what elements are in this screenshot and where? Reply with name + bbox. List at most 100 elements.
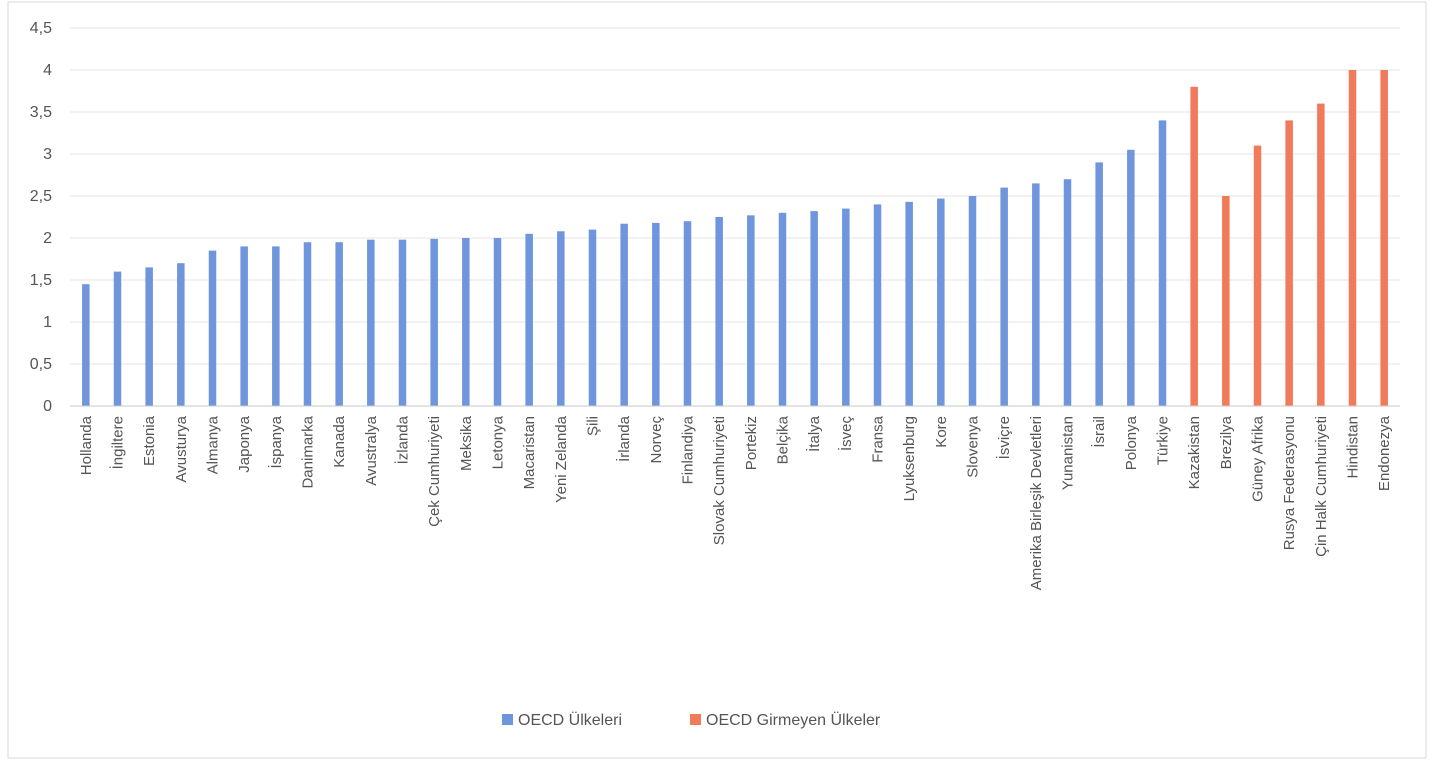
bar-oecd xyxy=(303,242,312,406)
bar-oecd xyxy=(778,212,787,406)
x-tick-label: Estonia xyxy=(141,415,158,466)
bar-oecd xyxy=(652,222,660,406)
x-tick-label: Amerika Birleşik Devletleri xyxy=(1028,416,1045,590)
bar-oecd xyxy=(588,229,597,406)
x-tick-label: Brezilya xyxy=(1218,415,1235,469)
bar-oecd xyxy=(1095,162,1103,406)
bar-non-oecd xyxy=(1190,86,1198,407)
x-tick-label: İzlanda xyxy=(394,415,412,464)
x-axis-ticks: Hollanda İngiltere Estonia Avusturya Almanya… xyxy=(78,415,1393,590)
x-tick-label: Polonya xyxy=(1123,415,1140,470)
x-tick-label: Kazakistan xyxy=(1186,416,1203,489)
bar-oecd xyxy=(747,215,755,406)
legend-label-non-oecd: OECD Girmeyen Ülkeler xyxy=(706,711,881,729)
x-tick-label: Çek Cumhuriyeti xyxy=(426,416,443,527)
x-tick-label: İspanya xyxy=(267,415,285,468)
bar-non-oecd xyxy=(1380,70,1388,406)
x-tick-label: Portekiz xyxy=(743,416,760,470)
legend-swatch-non-oecd xyxy=(690,714,701,725)
gridlines xyxy=(70,27,1400,365)
y-tick-label: 3,5 xyxy=(30,104,52,121)
x-tick-label: Yunanistan xyxy=(1060,416,1077,490)
bar-oecd xyxy=(82,284,90,406)
bar-non-oecd xyxy=(1317,103,1325,406)
bar-oecd xyxy=(842,208,850,406)
x-tick-label: Güney Afrika xyxy=(1250,415,1267,502)
y-tick-label: 2,5 xyxy=(30,188,52,205)
bar-non-oecd xyxy=(1348,70,1357,406)
x-tick-label: Endonezya xyxy=(1376,415,1393,491)
bar-oecd xyxy=(493,238,502,406)
x-tick-label: İsveç xyxy=(837,416,855,452)
bar-oecd xyxy=(335,242,343,406)
y-tick-label: 0,5 xyxy=(30,356,52,373)
x-tick-label: Yeni Zelanda xyxy=(553,415,570,503)
bar-oecd xyxy=(177,263,185,406)
bar-oecd xyxy=(367,239,375,406)
x-tick-label: İngiltere xyxy=(109,416,127,469)
legend-swatch-oecd xyxy=(502,714,513,725)
legend-label-oecd: OECD Ülkeleri xyxy=(518,711,622,729)
bar-oecd xyxy=(1063,179,1072,406)
bar-oecd xyxy=(715,217,723,406)
x-tick-label: İtalya xyxy=(805,415,823,452)
x-tick-label: Belçika xyxy=(775,415,792,464)
bar-oecd xyxy=(1032,183,1040,406)
x-tick-label: Avustralya xyxy=(363,415,380,485)
x-tick-label: İsviçre xyxy=(995,416,1013,459)
x-tick-label: Fransa xyxy=(870,415,887,462)
x-tick-label: Avusturya xyxy=(173,415,190,482)
bar-oecd xyxy=(113,271,122,406)
bar-oecd xyxy=(1000,187,1008,406)
x-tick-label: Japonya xyxy=(236,415,253,472)
y-tick-label: 1,5 xyxy=(30,272,52,289)
x-tick-label: İsrail xyxy=(1090,416,1108,448)
bar-oecd xyxy=(1158,120,1167,407)
x-tick-label: Kanada xyxy=(331,415,348,467)
bar-oecd xyxy=(557,231,565,406)
x-tick-label: Çin Halk Cumhuriyeti xyxy=(1313,416,1330,557)
x-tick-label: İrlanda xyxy=(615,415,633,462)
bar-non-oecd xyxy=(1222,196,1230,406)
x-tick-label: Finlandiya xyxy=(680,415,697,484)
x-tick-label: Şili xyxy=(585,416,602,436)
bar-oecd xyxy=(873,204,882,406)
x-tick-label: Lyuksenburg xyxy=(901,416,918,501)
bar-oecd xyxy=(208,250,217,406)
bar-oecd xyxy=(810,211,818,406)
bars xyxy=(82,70,1388,407)
y-tick-label: 4 xyxy=(43,62,52,79)
bar-oecd xyxy=(683,221,692,406)
bar-oecd xyxy=(430,238,438,406)
y-tick-label: 4,5 xyxy=(30,20,52,37)
bar-oecd xyxy=(145,267,153,406)
x-tick-label: Letonya xyxy=(490,415,507,469)
legend: OECD Ülkeleri OECD Girmeyen Ülkeler xyxy=(502,711,881,729)
bar-oecd xyxy=(937,198,945,406)
x-tick-label: Rusya Federasyonu xyxy=(1281,416,1298,550)
x-tick-label: Kore xyxy=(933,416,950,448)
x-tick-label: Hindistan xyxy=(1345,416,1362,479)
x-tick-label: Macaristan xyxy=(521,416,538,489)
bar-oecd xyxy=(620,223,628,406)
x-tick-label: Slovenya xyxy=(965,415,982,477)
x-tick-label: Meksika xyxy=(458,415,475,471)
bar-non-oecd xyxy=(1253,145,1262,406)
y-tick-label: 2 xyxy=(43,230,52,247)
bar-oecd xyxy=(905,201,913,406)
bar-oecd xyxy=(1127,149,1135,407)
x-tick-label: Türkiye xyxy=(1155,416,1172,465)
y-tick-label: 0 xyxy=(43,398,52,415)
bar-non-oecd xyxy=(1285,120,1293,407)
bar-oecd xyxy=(398,239,407,406)
y-tick-label: 1 xyxy=(43,314,52,331)
x-tick-label: Norveç xyxy=(648,416,665,464)
x-tick-label: Hollanda xyxy=(78,415,95,475)
y-tick-label: 3 xyxy=(43,146,52,163)
bar-oecd xyxy=(968,196,977,406)
x-tick-label: Slovak Cumhuriyeti xyxy=(711,416,728,545)
x-tick-label: Almanya xyxy=(205,415,222,474)
y-axis-ticks: 0 0,5 1 1,5 2 2,5 3 3,5 4 4,5 xyxy=(30,20,52,415)
